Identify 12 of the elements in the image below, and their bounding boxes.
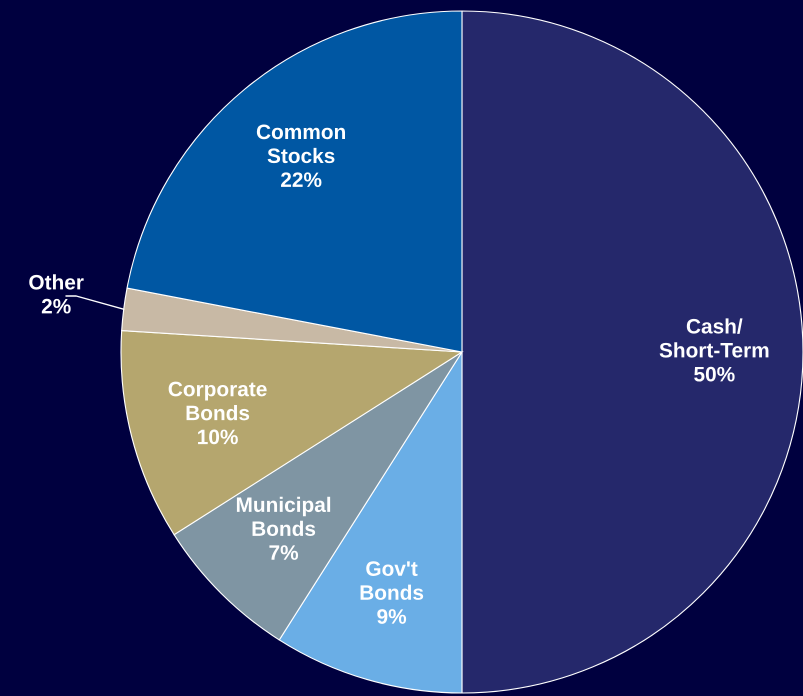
data-label: 10%: [198, 430, 238, 444]
slice-label: Gov't Bonds: [360, 561, 424, 600]
data-label: 7%: [269, 545, 298, 560]
data-label: 50%: [694, 366, 735, 382]
slice-label: Cash/ Short-Term: [660, 318, 768, 358]
slice-label: Common Stocks: [256, 124, 345, 164]
slice-label: Other: [29, 274, 84, 290]
data-label: 2%: [42, 298, 71, 314]
data-label: 9%: [377, 609, 406, 624]
data-label: 22%: [281, 172, 322, 188]
slice-label: Corporate Bonds: [168, 382, 267, 420]
slice-label: Municipal Bonds: [236, 496, 330, 536]
